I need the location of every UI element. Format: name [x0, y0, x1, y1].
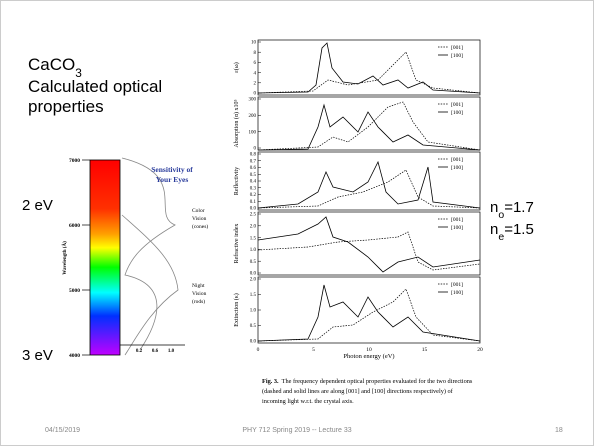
- y-tick-label: 0.3: [250, 186, 257, 191]
- legend-label: [001]: [451, 217, 463, 223]
- caption-label: Fig. 3. The frequency dependent optical p…: [262, 378, 473, 385]
- footer-course: PHY 712 Spring 2019 -- Lecture 33: [242, 427, 351, 434]
- panel-y-label: Extinction (κ): [233, 293, 240, 327]
- legend-label: [001]: [451, 157, 463, 163]
- legend-label: [100]: [451, 110, 463, 116]
- y-tick-label: 1.0: [250, 248, 257, 253]
- legend-label: [001]: [451, 102, 463, 108]
- y-tick-label: 0.7: [250, 159, 257, 164]
- caption-line: incoming light w.r.t. the crystal axis.: [262, 398, 354, 405]
- title-line: Calculated optical: [28, 77, 162, 96]
- y-tick-label: 8: [254, 51, 257, 56]
- y-tick-label: 0.0: [250, 207, 257, 212]
- panel-frame: [257, 211, 481, 276]
- x-tick-label: 0: [257, 347, 260, 353]
- legend-label: [100]: [451, 225, 463, 231]
- sensitivity-curves: [121, 157, 176, 351]
- y-tick-label: 1.0: [250, 309, 257, 314]
- spectrum-bar: [89, 159, 121, 356]
- y-tick-label: 0.0: [250, 340, 257, 345]
- y-tick-label: 300: [249, 98, 257, 103]
- index-value: =1.5: [504, 221, 534, 238]
- panel-y-label: Absorption (α) x10⁵: [233, 99, 240, 147]
- index-subscript: o: [498, 209, 504, 221]
- annotation: Vision: [192, 291, 207, 297]
- y-tick-label: 0.4: [250, 180, 257, 185]
- y-tick-label: 2: [254, 82, 257, 87]
- legend-label: [100]: [451, 290, 463, 296]
- y-axis-label: Wavelength (Å): [62, 241, 68, 275]
- annotation: (rods): [192, 298, 205, 305]
- y-tick-label: 0.0: [250, 272, 257, 277]
- panel-y-label: Reflectivity: [233, 167, 240, 195]
- y-tick-label: 0: [254, 92, 257, 97]
- x-tick-label: 10: [366, 347, 372, 353]
- panel-y-label: ε(ω): [233, 62, 240, 72]
- panel-curves: [257, 284, 481, 342]
- y-tick-label: 2.5: [250, 213, 257, 218]
- annotation: (cones): [192, 223, 208, 230]
- panel-y-label: Refractive index: [233, 224, 240, 264]
- x-axis-label: Photon energy (eV): [343, 353, 394, 360]
- y-tick-label: 0.5: [250, 324, 257, 329]
- x-tick-label: 0.6: [152, 349, 159, 354]
- panel-curves: [257, 160, 481, 209]
- x-tick-label: 1.0: [168, 349, 175, 354]
- y-tick-label: 5000: [69, 288, 80, 294]
- panel-frame: [257, 96, 481, 151]
- y-tick-label: 0.8: [250, 153, 257, 158]
- y-tick-label: 0.2: [250, 193, 257, 198]
- y-tick-label: 7000: [69, 158, 80, 164]
- y-tick-label: 0.6: [250, 166, 257, 171]
- eye-title: Sensitivity of: [151, 165, 193, 174]
- eye-title: Your Eyes: [156, 175, 189, 184]
- y-tick-label: 2.0: [250, 278, 257, 283]
- y-tick-label: 0: [254, 147, 257, 152]
- sensitivity-curves: [121, 214, 179, 356]
- title-line: properties: [28, 97, 104, 116]
- y-tick-label: 6: [254, 61, 257, 66]
- panel-curves: [257, 101, 481, 151]
- x-tick-label: 20: [477, 347, 483, 353]
- y-tick-label: 0.5: [250, 173, 257, 178]
- legend-label: [100]: [451, 53, 463, 59]
- annotation: Color: [192, 208, 205, 214]
- footer-page: 18: [555, 427, 563, 434]
- annotation: Vision: [192, 216, 207, 222]
- x-tick-label: 5: [312, 347, 315, 353]
- title-subscript: 3: [75, 66, 82, 80]
- caption-line: The frequency dependent optical properti…: [282, 378, 473, 385]
- y-tick-label: 10: [251, 41, 257, 46]
- y-tick-label: 1.5: [250, 236, 257, 241]
- y-tick-label: 1.5: [250, 293, 257, 298]
- y-tick-label: 2.0: [250, 225, 257, 230]
- footer-date: 04/15/2019: [45, 427, 80, 434]
- legend-label: [001]: [451, 45, 463, 51]
- panel-curves: [257, 216, 481, 273]
- energy-label: 3 eV: [22, 347, 53, 364]
- legend-label: [100]: [451, 165, 463, 171]
- index-value: =1.7: [504, 199, 534, 216]
- y-tick-label: 4000: [69, 353, 80, 359]
- energy-label: 2 eV: [22, 197, 53, 214]
- y-tick-label: 100: [249, 130, 257, 135]
- caption-line: (dashed and solid lines are along [001] …: [262, 388, 454, 395]
- y-tick-label: 0.1: [250, 200, 257, 205]
- y-tick-label: 200: [249, 114, 257, 119]
- index-subscript: e: [498, 231, 504, 243]
- annotation: Night: [192, 283, 205, 289]
- panel-curves: [257, 42, 481, 94]
- panel-frame: [257, 39, 481, 96]
- y-tick-label: 6000: [69, 223, 80, 229]
- x-tick-label: 15: [422, 347, 428, 353]
- y-tick-label: 4: [254, 71, 257, 76]
- x-tick-label: 0.2: [136, 349, 143, 354]
- legend-label: [001]: [451, 282, 463, 288]
- y-tick-label: 0.5: [250, 260, 257, 265]
